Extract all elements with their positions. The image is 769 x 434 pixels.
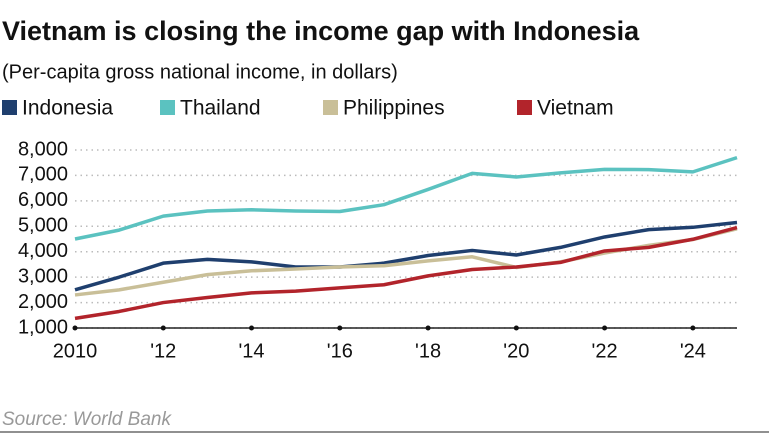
y-tick-label: 7,000 <box>18 164 68 186</box>
x-tick-label: '20 <box>503 340 529 362</box>
x-tick <box>425 325 431 331</box>
x-tick <box>690 325 696 331</box>
legend-swatch <box>323 100 338 115</box>
chart-title: Vietnam is closing the income gap with I… <box>2 16 640 46</box>
legend-swatch <box>2 100 17 115</box>
y-tick-label: 4,000 <box>18 240 68 262</box>
x-tick-label: '18 <box>415 340 441 362</box>
y-tick-label: 3,000 <box>18 265 68 287</box>
legend-label: Thailand <box>180 97 261 120</box>
y-tick-label: 1,000 <box>18 316 68 338</box>
y-tick-label: 2,000 <box>18 291 68 313</box>
x-tick-label: '22 <box>592 340 618 362</box>
series-line <box>74 225 738 321</box>
x-tick <box>249 325 255 331</box>
x-tick <box>72 325 78 331</box>
y-tick-label: 6,000 <box>18 189 68 211</box>
x-tick <box>337 325 343 331</box>
y-tick-label: 8,000 <box>18 138 68 160</box>
x-tick-label: '16 <box>327 340 353 362</box>
legend-swatch <box>517 100 532 115</box>
x-tick-label: 2010 <box>53 340 98 362</box>
legend-label: Indonesia <box>22 97 113 120</box>
legend-swatch <box>160 100 175 115</box>
legend-label: Philippines <box>343 97 445 120</box>
series-line <box>74 220 738 292</box>
source: Source: World Bank <box>2 409 172 430</box>
x-tick-label: '12 <box>150 340 176 362</box>
y-tick-label: 5,000 <box>18 215 68 237</box>
x-tick <box>602 325 608 331</box>
chart-subtitle: (Per-capita gross national income, in do… <box>2 61 398 83</box>
x-tick-label: '24 <box>680 340 706 362</box>
series-line <box>74 155 738 241</box>
legend-label: Vietnam <box>537 97 614 120</box>
x-tick <box>160 325 166 331</box>
x-tick-label: '14 <box>238 340 264 362</box>
x-tick <box>513 325 519 331</box>
